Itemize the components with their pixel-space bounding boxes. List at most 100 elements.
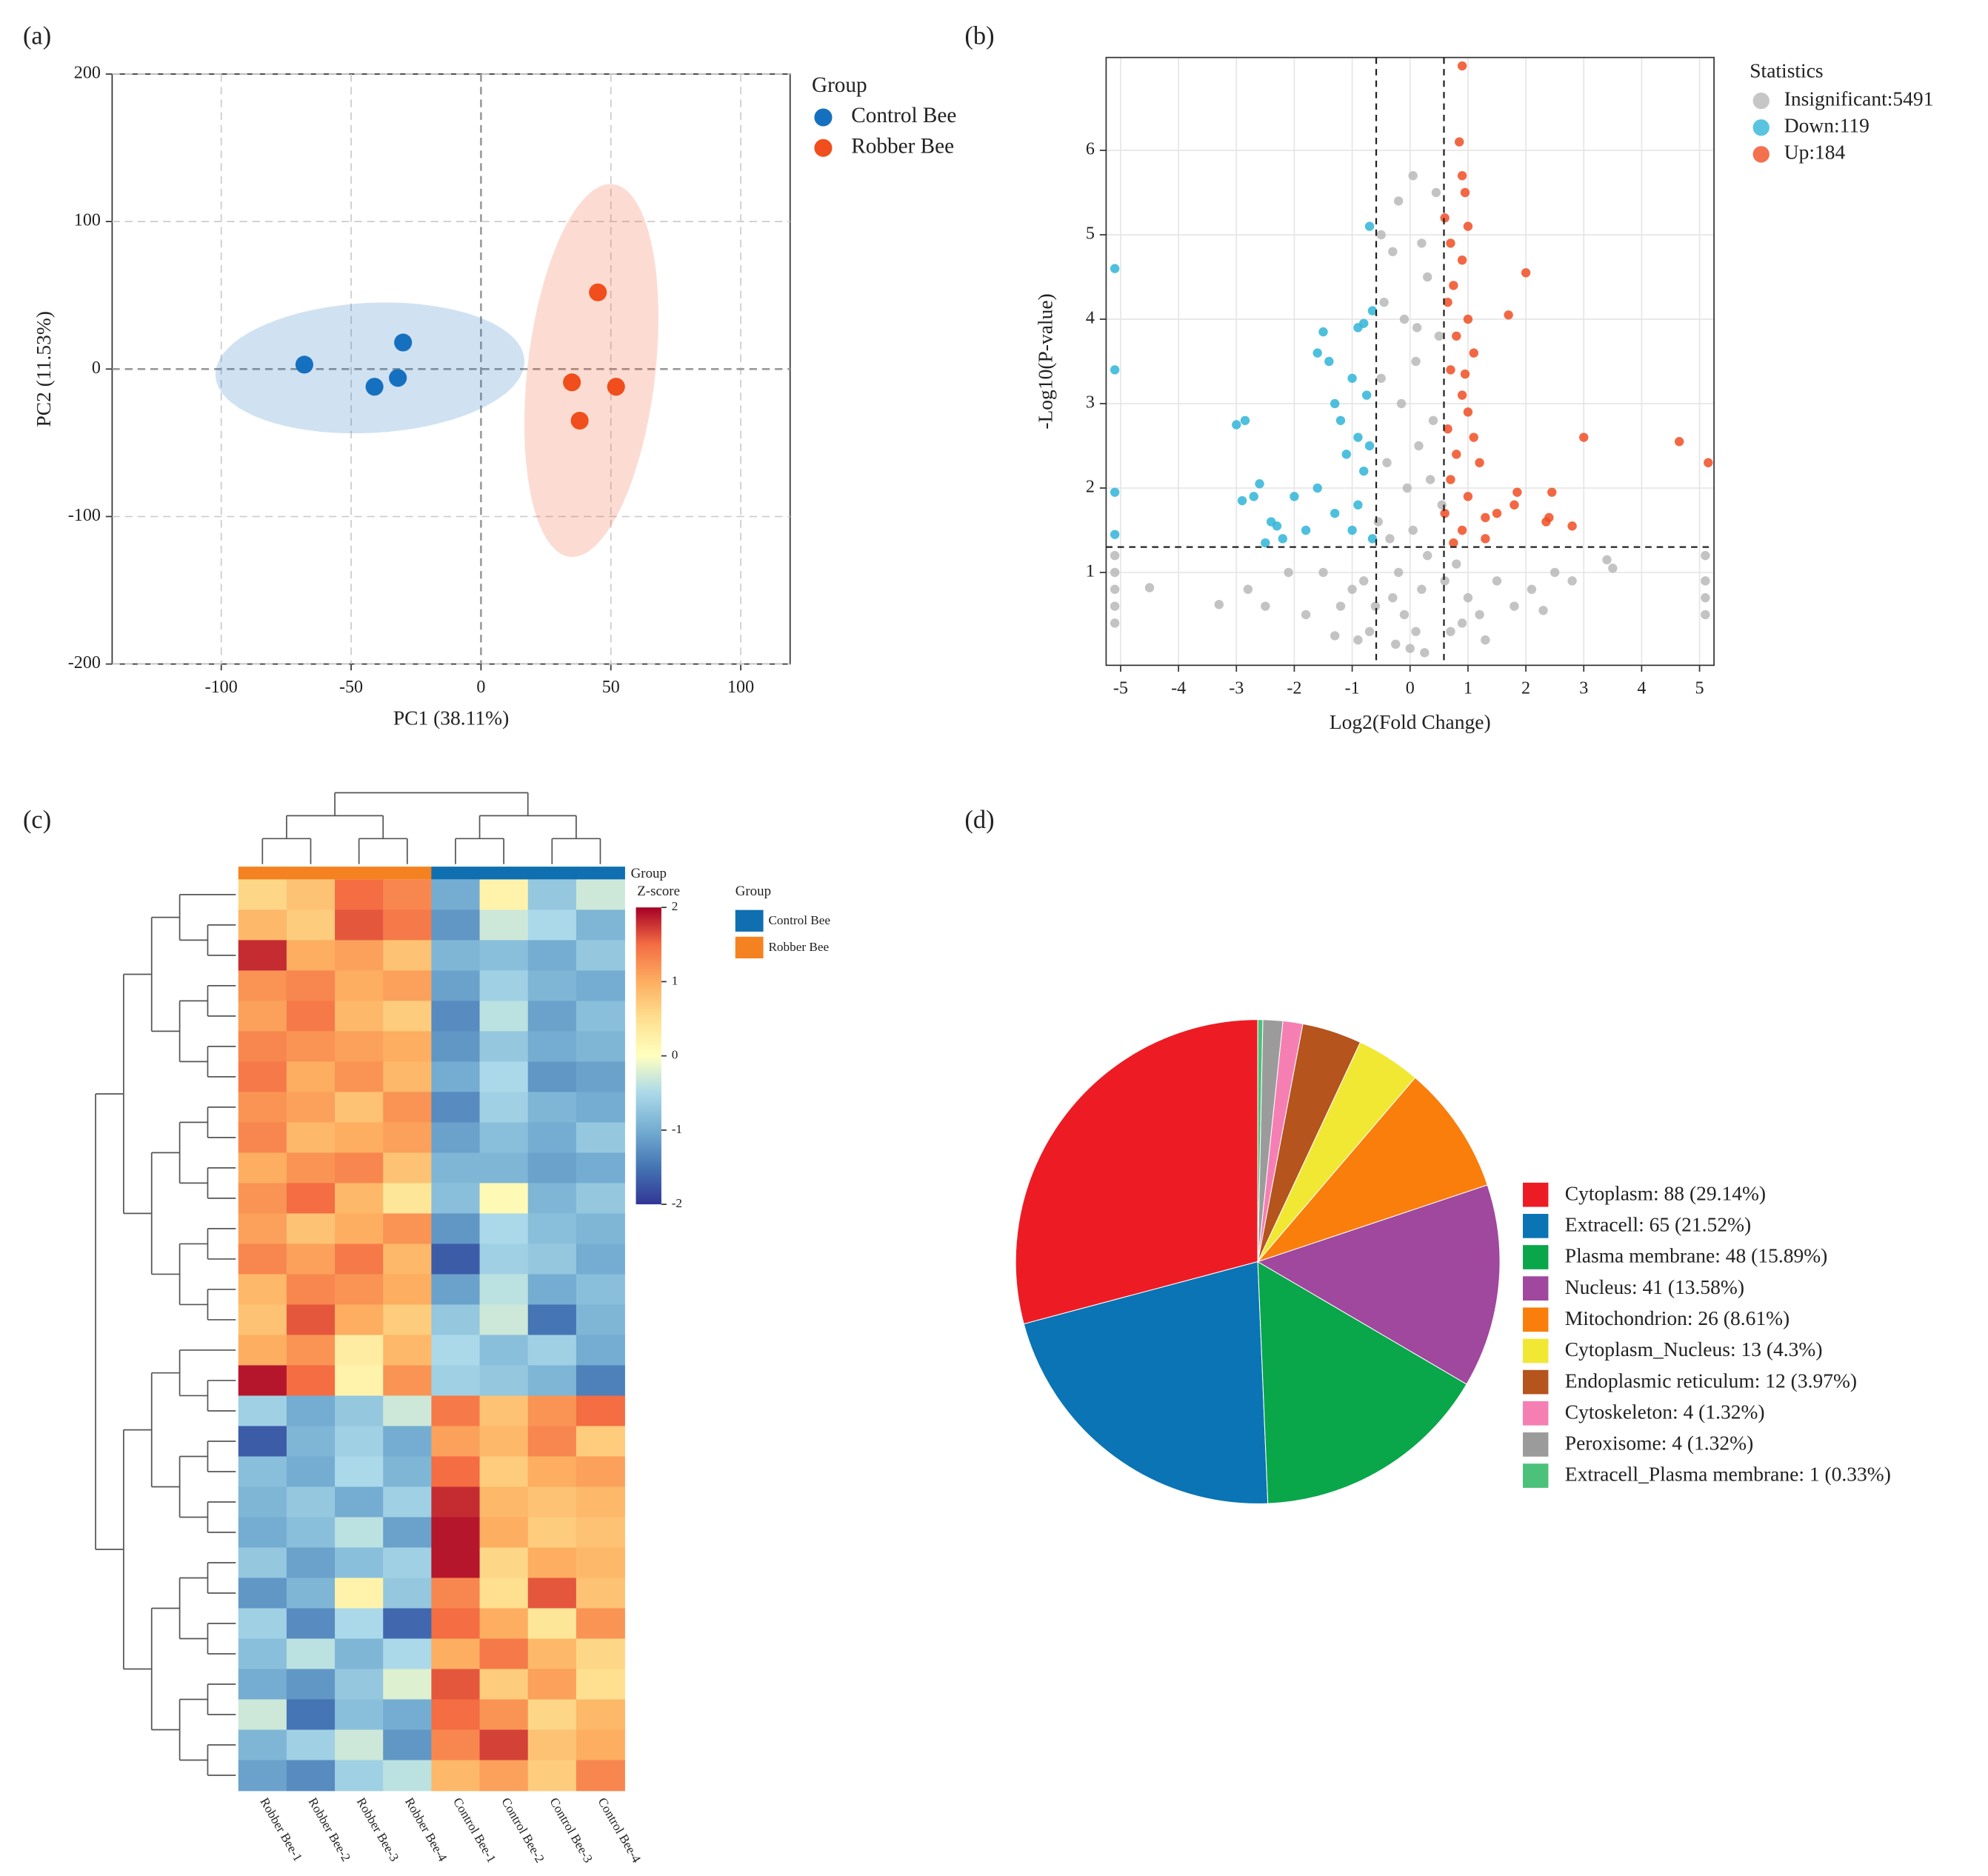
heat-cell (527, 940, 577, 972)
heat-cell (479, 1426, 529, 1458)
x-tick-label: 2 (1521, 679, 1530, 698)
point (1110, 601, 1120, 611)
heat-cell (431, 879, 481, 911)
heat-cell (286, 940, 336, 972)
heat-cell (286, 1486, 336, 1518)
point (1452, 559, 1461, 569)
legend-label: Insignificant:5491 (1784, 87, 1934, 110)
heat-cell (431, 1213, 481, 1245)
point (1449, 281, 1458, 290)
legend-label: Nucleus: 41 (13.58%) (1565, 1275, 1744, 1298)
point (1393, 196, 1404, 206)
heat-cell (286, 1092, 336, 1124)
heat-cell (431, 1274, 481, 1306)
point (1393, 567, 1404, 578)
point (1330, 398, 1340, 409)
y-tick-label: 5 (1086, 224, 1095, 244)
point (1347, 584, 1357, 594)
point (1417, 584, 1427, 594)
y-tick-label: 0 (92, 358, 101, 378)
heat-cell (238, 940, 287, 972)
heat-cell (576, 1669, 625, 1700)
heat-cell (527, 1395, 577, 1427)
point (1391, 639, 1401, 650)
point (1701, 610, 1710, 620)
heat-cell (286, 1335, 336, 1366)
point (1463, 221, 1473, 231)
heat-cell (431, 1669, 481, 1700)
heat-cell (576, 1061, 625, 1093)
heat-cell (238, 1274, 287, 1306)
point (1110, 550, 1120, 561)
heat-cell (335, 940, 384, 972)
heat-cell (383, 1395, 433, 1427)
heat-cell (431, 1426, 481, 1458)
heat-cell (335, 1304, 384, 1336)
heat-cell (431, 1760, 481, 1792)
point (1492, 576, 1502, 586)
point (1481, 513, 1490, 523)
point (1399, 610, 1410, 620)
heat-cell (238, 1608, 287, 1640)
point (1460, 187, 1470, 198)
legend-swatch (735, 909, 764, 932)
panel-label: (c) (23, 806, 51, 834)
point (1110, 264, 1120, 273)
point (1335, 415, 1346, 425)
point (1312, 348, 1322, 358)
point (1301, 525, 1311, 535)
point (1547, 487, 1557, 497)
point (1440, 508, 1450, 518)
group-bar (286, 867, 336, 880)
heat-cell (527, 970, 577, 1002)
heat-cell (431, 940, 481, 972)
column-label: Robber Bee-4 (402, 1795, 450, 1864)
point (1701, 550, 1710, 561)
point (1144, 583, 1155, 592)
heat-cell (238, 1638, 287, 1670)
point (1110, 584, 1120, 594)
heat-cell (479, 1669, 529, 1700)
heat-cell (479, 1547, 529, 1579)
point (1701, 592, 1710, 603)
point (1423, 550, 1432, 561)
x-tick-label: -1 (1345, 679, 1360, 698)
point (1364, 221, 1375, 231)
heat-cell (286, 1578, 336, 1609)
heat-cell (479, 1365, 529, 1397)
legend-swatch (1523, 1432, 1549, 1457)
heat-cell (479, 1031, 529, 1063)
legend-label: Extracell_Plasma membrane: 1 (0.33%) (1565, 1463, 1891, 1486)
column-label: Robber Bee-3 (354, 1795, 401, 1864)
point (1402, 483, 1412, 493)
heat-cell (527, 1152, 577, 1184)
y-axis-label: -Log10(P-value) (1034, 293, 1057, 429)
heat-cell (335, 1456, 384, 1488)
heat-cell (576, 1517, 625, 1549)
group-bar (527, 867, 577, 880)
point (1492, 508, 1502, 518)
heat-cell (479, 1244, 529, 1275)
heat-cell (286, 1001, 336, 1032)
legend-title: Group (736, 884, 771, 899)
group-bar (576, 867, 625, 880)
heat-cell (479, 1213, 529, 1245)
group-bar (479, 867, 529, 880)
heat-cell (431, 1456, 481, 1488)
colorbar-tick-label: -1 (672, 1122, 682, 1136)
x-tick-label: 1 (1464, 679, 1472, 698)
heat-cell (383, 1517, 433, 1549)
group-bar-label: Group (631, 866, 667, 881)
heat-cell (527, 1760, 577, 1792)
legend-swatch (1523, 1307, 1549, 1332)
heat-cell (576, 1365, 625, 1397)
heat-cell (238, 1395, 287, 1427)
heat-cell (576, 1122, 625, 1154)
heat-cell (335, 1486, 384, 1518)
point (1359, 318, 1369, 328)
heat-cell (527, 879, 577, 911)
legend-label: Extracell: 65 (21.52%) (1565, 1213, 1751, 1236)
heat-cell (335, 1092, 384, 1124)
point (563, 373, 581, 392)
legend-swatch (1523, 1338, 1549, 1363)
